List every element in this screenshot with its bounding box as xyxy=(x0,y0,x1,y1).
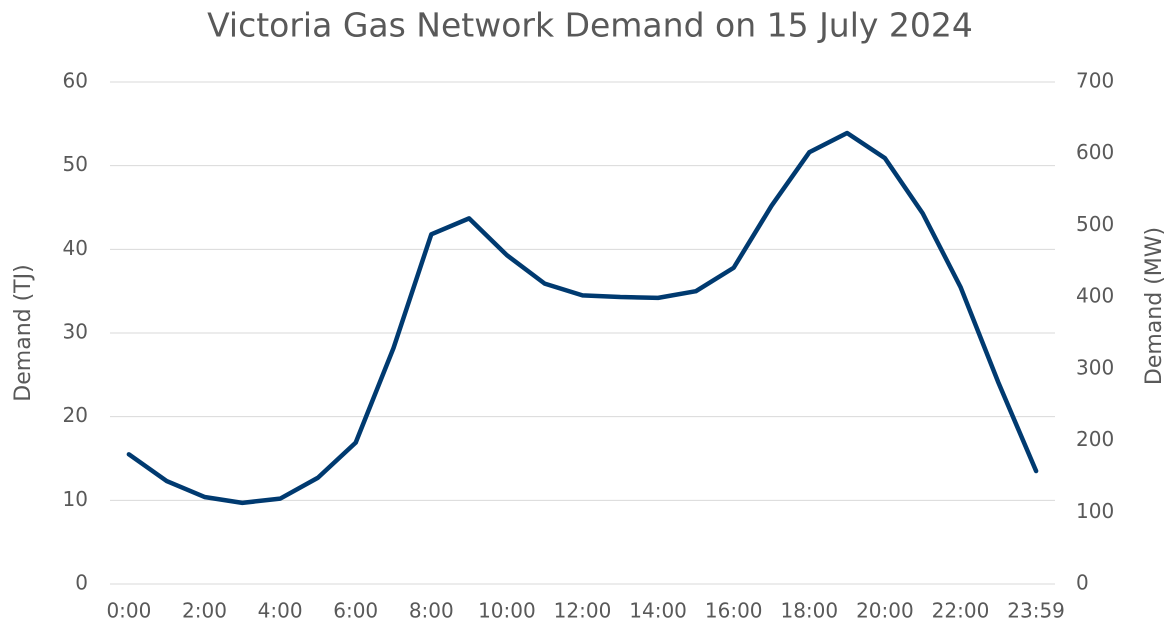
y-tick-label: 0 xyxy=(75,571,88,595)
y2-tick-label: 500 xyxy=(1076,212,1114,236)
x-tick-label: 4:00 xyxy=(258,599,303,623)
x-tick-label: 16:00 xyxy=(705,599,763,623)
x-tick-label: 2:00 xyxy=(182,599,227,623)
y2-tick-label: 300 xyxy=(1076,355,1114,379)
x-tick-label: 22:00 xyxy=(932,599,990,623)
y-tick-label: 20 xyxy=(63,403,88,427)
y2-tick-label: 100 xyxy=(1076,499,1114,523)
y-tick-label: 50 xyxy=(63,152,88,176)
y-tick-label: 40 xyxy=(63,236,88,260)
y2-tick-label: 200 xyxy=(1076,427,1114,451)
y-tick-label: 10 xyxy=(63,487,88,511)
y-tick-label: 60 xyxy=(63,69,88,93)
y2-axis-title: Demand (MW) xyxy=(1142,227,1167,385)
x-tick-label: 18:00 xyxy=(780,599,838,623)
x-tick-label: 23:59 xyxy=(1007,599,1065,623)
y-tick-label: 30 xyxy=(63,320,88,344)
x-tick-label: 8:00 xyxy=(409,599,454,623)
y2-tick-label: 400 xyxy=(1076,284,1114,308)
x-tick-label: 0:00 xyxy=(106,599,151,623)
x-tick-label: 14:00 xyxy=(629,599,687,623)
data-line xyxy=(126,130,1039,506)
x-tick-label: 10:00 xyxy=(478,599,536,623)
y-axis-title: Demand (TJ) xyxy=(11,264,36,401)
x-tick-label: 6:00 xyxy=(333,599,378,623)
x-tick-label: 20:00 xyxy=(856,599,914,623)
y2-tick-label: 700 xyxy=(1076,69,1114,93)
y2-tick-label: 0 xyxy=(1076,571,1089,595)
x-tick-label: 12:00 xyxy=(554,599,612,623)
chart-title: Victoria Gas Network Demand on 15 July 2… xyxy=(207,6,973,45)
y2-tick-label: 600 xyxy=(1076,140,1114,164)
